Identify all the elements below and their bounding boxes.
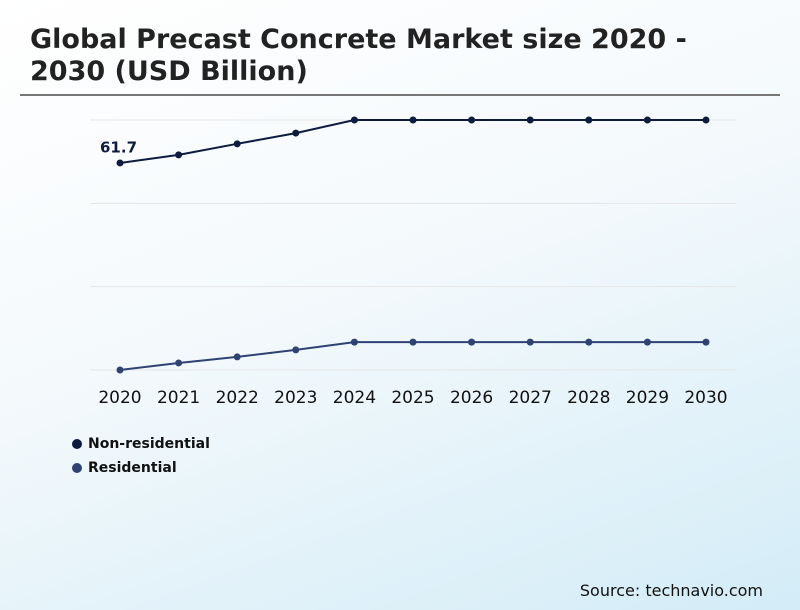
point bbox=[116, 159, 124, 167]
x-tick-label: 2021 bbox=[157, 388, 200, 408]
x-tick-label: 2022 bbox=[216, 388, 259, 408]
point bbox=[233, 353, 241, 361]
point bbox=[175, 359, 183, 367]
point bbox=[233, 140, 241, 148]
point bbox=[468, 116, 476, 124]
source: Source: technavio.com bbox=[579, 581, 763, 600]
point bbox=[350, 116, 358, 124]
data-label: 61.7 bbox=[100, 138, 137, 156]
point bbox=[468, 338, 476, 346]
point bbox=[350, 338, 358, 346]
x-tick-label: 2023 bbox=[274, 388, 317, 408]
point bbox=[585, 116, 593, 124]
point bbox=[643, 116, 651, 124]
chart-title: Global Precast Concrete Market size 2020… bbox=[30, 24, 687, 87]
point bbox=[292, 346, 300, 354]
x-tick-label: 2026 bbox=[450, 388, 493, 408]
point bbox=[292, 129, 300, 137]
series-line bbox=[119, 341, 706, 371]
x-tick-label: 2027 bbox=[509, 388, 552, 408]
point bbox=[526, 116, 534, 124]
point bbox=[702, 116, 710, 124]
x-tick-label: 2024 bbox=[333, 388, 376, 408]
legend-label: Non-residential bbox=[88, 436, 210, 452]
legend-label: Residential bbox=[88, 460, 177, 476]
point bbox=[643, 338, 651, 346]
x-tick-label: 2025 bbox=[391, 388, 434, 408]
point bbox=[526, 338, 534, 346]
legend-marker bbox=[72, 463, 82, 473]
point bbox=[409, 338, 417, 346]
point bbox=[116, 366, 124, 374]
point bbox=[702, 338, 710, 346]
x-tick-label: 2030 bbox=[684, 388, 727, 408]
series-line bbox=[119, 119, 706, 164]
point bbox=[175, 151, 183, 159]
point bbox=[409, 116, 417, 124]
x-tick-label: 2020 bbox=[98, 388, 141, 408]
x-tick-label: 2028 bbox=[567, 388, 610, 408]
x-tick-label: 2029 bbox=[626, 388, 669, 408]
point bbox=[585, 338, 593, 346]
title-rule bbox=[20, 94, 780, 96]
legend-marker bbox=[72, 439, 82, 449]
